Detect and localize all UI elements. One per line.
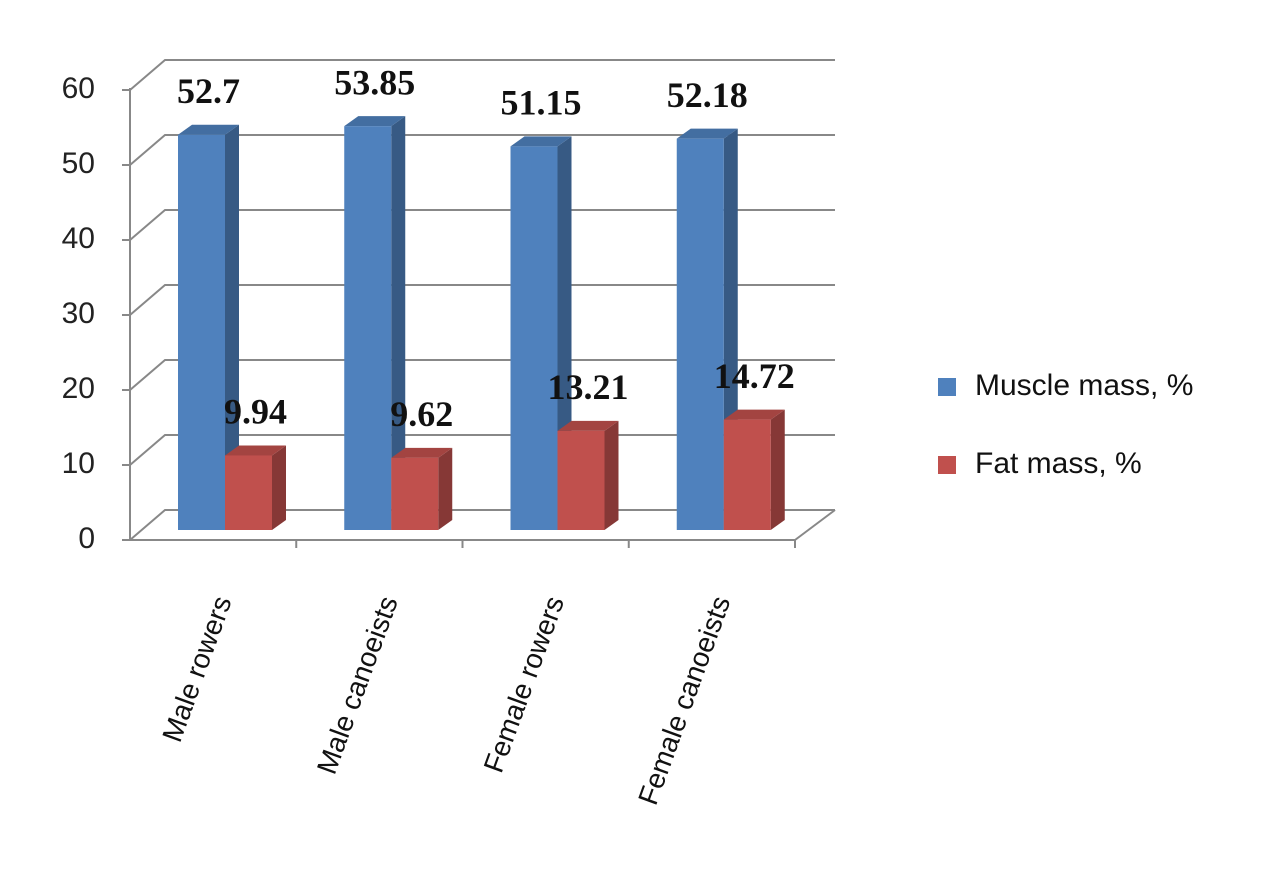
bar-top: [225, 445, 286, 456]
y-tick-label: 60: [62, 72, 95, 105]
value-label: 9.94: [224, 392, 287, 432]
bar: [344, 126, 392, 530]
value-label: 51.15: [501, 83, 582, 123]
bar-top: [510, 136, 572, 147]
bar-side: [438, 447, 453, 530]
grid-line: [129, 359, 835, 391]
y-tick-label: 0: [78, 522, 95, 555]
x-tick-label: Female canoeists: [632, 592, 736, 809]
bar: [557, 430, 605, 530]
bar-top: [391, 447, 453, 458]
grid-line: [129, 134, 835, 166]
bar: [391, 457, 439, 530]
value-label: 52.7: [177, 71, 240, 111]
x-tick-label: Male canoeists: [311, 592, 404, 778]
bar-side: [272, 445, 286, 530]
bar: [225, 455, 272, 530]
y-tick-label: 10: [62, 447, 95, 480]
bar: [676, 138, 724, 530]
bar-top: [344, 116, 406, 127]
value-label: 53.85: [334, 62, 415, 102]
bar-side: [225, 124, 239, 530]
x-tick-label: Male rowers: [156, 592, 237, 746]
grid-line: [129, 284, 835, 316]
x-tick-label: Female rowers: [478, 592, 570, 777]
legend-label: Muscle mass, %: [975, 369, 1193, 402]
bar-top: [676, 128, 738, 139]
bar: [178, 134, 225, 530]
grid-line: [129, 209, 835, 241]
bar-side: [391, 116, 406, 530]
bar-top: [557, 420, 619, 431]
bar-side: [604, 420, 619, 530]
value-label: 52.18: [667, 75, 748, 115]
bar-top: [178, 124, 239, 135]
bar: [510, 146, 558, 530]
legend-swatch: [938, 456, 956, 474]
bar-side: [770, 409, 785, 530]
y-tick-label: 50: [62, 147, 95, 180]
grid-line: [129, 59, 835, 91]
legend-swatch: [938, 378, 956, 396]
floor-edge: [794, 509, 836, 541]
y-tick-label: 40: [62, 222, 95, 255]
bar: [723, 419, 771, 530]
value-label: 9.62: [390, 394, 453, 434]
y-tick-label: 20: [62, 372, 95, 405]
bar-top: [723, 409, 785, 420]
value-label: 14.72: [714, 356, 795, 396]
y-tick-label: 30: [62, 297, 95, 330]
legend-label: Fat mass, %: [975, 447, 1142, 480]
value-label: 13.21: [548, 367, 629, 407]
